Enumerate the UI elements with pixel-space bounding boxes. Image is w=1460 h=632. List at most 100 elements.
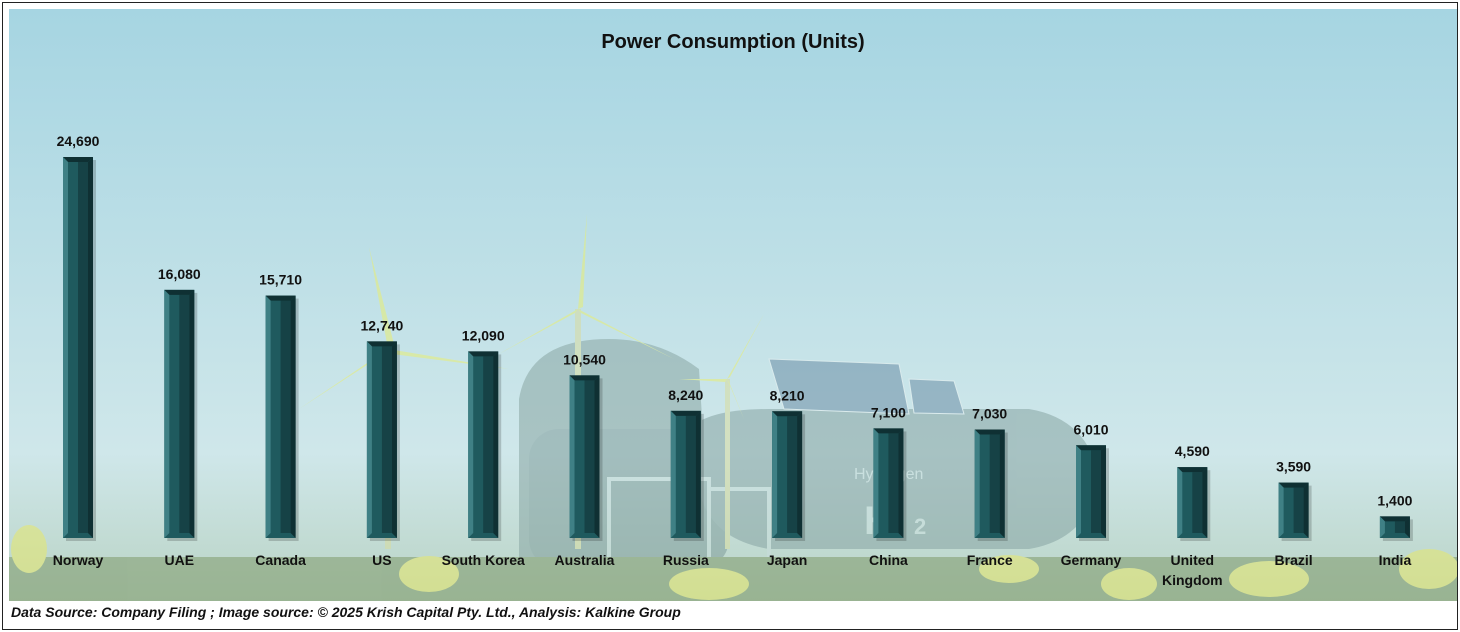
bars-layer: 24,690 Norway 16,080 UAE 15,710 Canada 12,740 U… — [53, 133, 1413, 588]
bar-bevel-top — [1278, 482, 1309, 488]
bar-bevel-left — [873, 428, 879, 538]
bar-bevel-right — [290, 295, 296, 538]
value-label: 16,080 — [158, 266, 201, 282]
bar-11 — [1076, 445, 1109, 541]
category-label: Norway — [53, 552, 104, 568]
bar-bevel-top — [1177, 467, 1208, 473]
bar-bevel-right — [1303, 482, 1309, 538]
bar-bevel-top — [772, 411, 803, 417]
bar-7 — [670, 410, 704, 541]
bar-bevel-right — [1202, 467, 1208, 538]
bar-bevel-top — [974, 429, 1005, 435]
bar-shade — [584, 380, 595, 533]
bar-12 — [1177, 467, 1211, 541]
bar-bevel-right — [797, 411, 803, 538]
bar-14 — [1379, 516, 1413, 541]
bar-bevel-top — [873, 428, 904, 434]
wind-turbine-icon — [299, 214, 764, 549]
value-label: 7,100 — [871, 404, 906, 420]
bar-bevel-left — [1278, 482, 1284, 538]
bar-bevel-top — [1076, 445, 1106, 451]
bar-bevel-left — [772, 411, 778, 538]
bar-bevel-right — [493, 351, 499, 538]
bar-3 — [265, 295, 299, 541]
svg-text:2: 2 — [914, 514, 926, 539]
bar-2 — [164, 289, 198, 541]
bar-bevel-right — [1404, 516, 1410, 538]
bar-bevel-left — [63, 157, 68, 538]
solar-panel-icon — [768, 358, 965, 415]
value-label: 8,240 — [668, 387, 703, 403]
category-label: France — [967, 552, 1013, 568]
value-label: 24,690 — [57, 133, 100, 149]
value-label: 10,540 — [563, 351, 606, 367]
bar-bevel-right — [999, 429, 1005, 538]
bar-5 — [468, 351, 502, 541]
bar-shade — [1394, 521, 1405, 533]
bar-shade — [280, 300, 291, 533]
bar-bevel-left — [1379, 516, 1385, 538]
bar-shade — [1091, 450, 1101, 533]
bar-bevel-left — [265, 295, 271, 538]
value-label: 4,590 — [1175, 443, 1210, 459]
bar-bevel-right — [391, 341, 397, 538]
value-label: 12,090 — [462, 327, 505, 343]
bar-bevel-left — [366, 341, 372, 538]
bar-bevel-right — [594, 375, 600, 538]
category-label: United Kingdom — [1162, 552, 1223, 588]
bar-bevel-left — [1177, 467, 1183, 538]
bar-shade — [1192, 472, 1203, 533]
value-label: 15,710 — [259, 272, 302, 288]
bar-bevel-right — [1101, 445, 1106, 538]
value-label: 1,400 — [1377, 492, 1412, 508]
bar-shade — [888, 433, 899, 533]
bar-bevel-left — [670, 410, 676, 538]
bar-bevel-top — [265, 295, 296, 301]
chart-title: Power Consumption (Units) — [601, 31, 865, 53]
bar-bevel-left — [1076, 445, 1081, 538]
bar-bevel-top — [1379, 516, 1410, 522]
category-label: China — [869, 552, 908, 568]
bar-bevel-right — [88, 157, 93, 538]
bar-4 — [366, 341, 400, 541]
bar-bevel-top — [63, 157, 93, 162]
category-label: UAE — [165, 552, 195, 568]
category-label: Japan — [767, 552, 807, 568]
bar-1 — [63, 157, 96, 541]
bar-9 — [873, 428, 907, 541]
bar-bevel-top — [670, 410, 701, 416]
bar-shade — [1293, 487, 1304, 533]
chart-plot-area: Hydrogen H 2 — [9, 9, 1457, 601]
bar-shade — [483, 356, 494, 533]
value-label: 12,740 — [360, 317, 403, 333]
category-label: India — [1379, 552, 1412, 568]
value-label: 3,590 — [1276, 459, 1311, 475]
value-label: 8,210 — [770, 387, 805, 403]
bar-bevel-top — [366, 341, 397, 347]
category-label: US — [372, 552, 391, 568]
bar-bevel-left — [974, 429, 980, 538]
bar-shade — [179, 294, 190, 533]
bar-chart: Hydrogen H 2 — [9, 9, 1457, 601]
bar-bevel-right — [695, 410, 701, 538]
category-label: Canada — [255, 552, 306, 568]
value-label: 6,010 — [1073, 421, 1108, 437]
category-label: South Korea — [442, 552, 525, 568]
category-label: Germany — [1061, 552, 1122, 568]
data-source-footer: Data Source: Company Filing ; Image sour… — [11, 604, 681, 620]
bar-shade — [989, 434, 1000, 533]
bar-8 — [772, 411, 806, 541]
bar-shade — [685, 415, 696, 533]
value-label: 7,030 — [972, 406, 1007, 422]
bar-bevel-right — [898, 428, 904, 538]
bar-bevel-top — [569, 375, 600, 381]
category-label: Australia — [555, 552, 615, 568]
bar-bevel-left — [164, 289, 170, 538]
bar-shade — [381, 346, 392, 533]
bar-13 — [1278, 482, 1312, 541]
bar-6 — [569, 375, 603, 541]
bar-shade — [787, 416, 798, 533]
bar-bevel-left — [569, 375, 575, 538]
bar-shade — [78, 162, 88, 533]
